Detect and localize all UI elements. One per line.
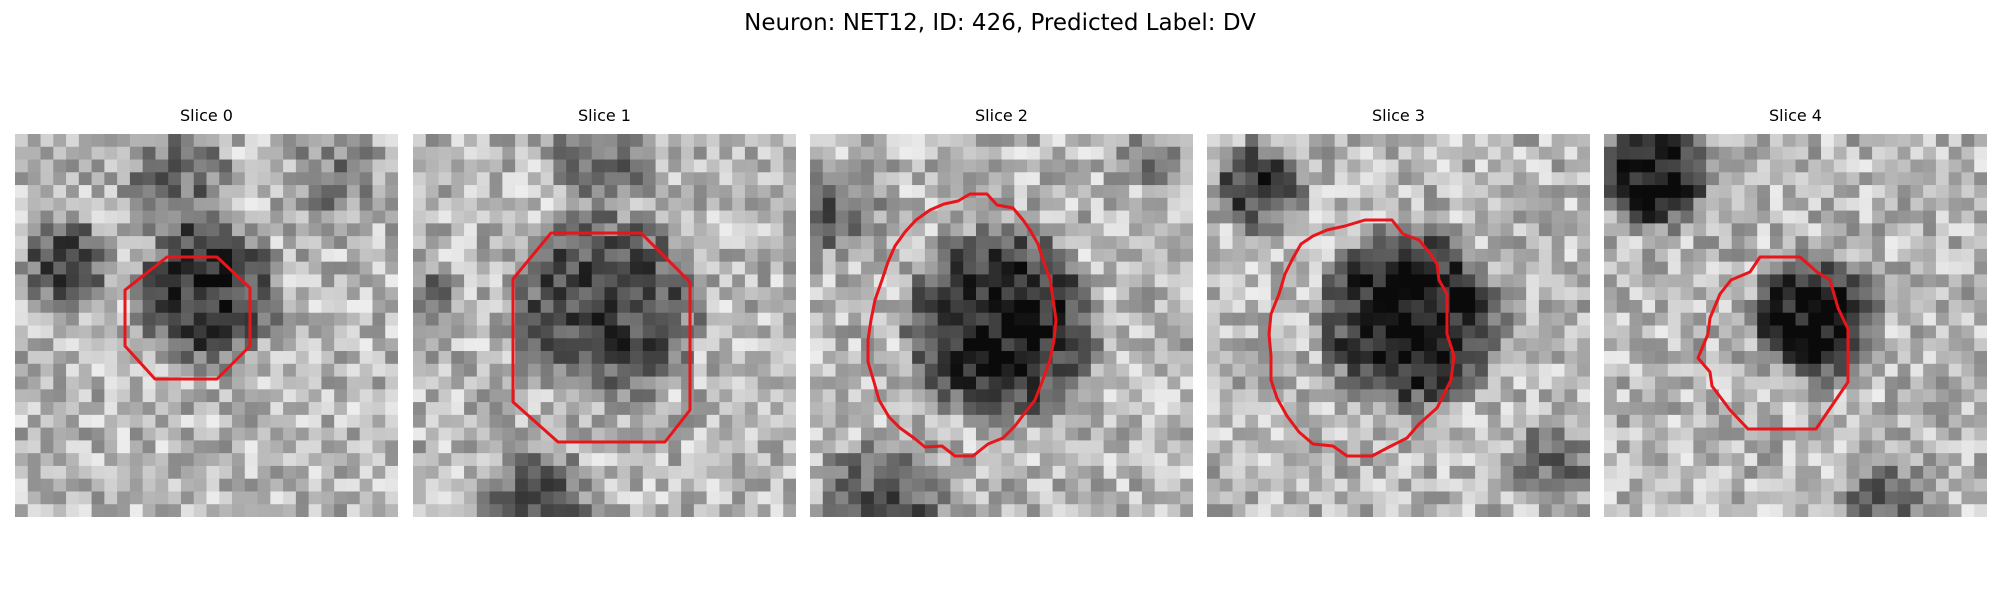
slice-pixels-1 — [413, 134, 796, 517]
slice-panel-0: Slice 0 — [15, 104, 398, 517]
slice-image-3 — [1207, 134, 1590, 517]
slice-image-0 — [15, 134, 398, 517]
slice-image-2 — [810, 134, 1193, 517]
slice-image-1 — [413, 134, 796, 517]
slice-title-3: Slice 3 — [1207, 104, 1590, 128]
slice-panel-1: Slice 1 — [413, 104, 796, 517]
slice-pixels-3 — [1207, 134, 1590, 517]
slice-title-2: Slice 2 — [810, 104, 1193, 128]
slice-panel-4: Slice 4 — [1604, 104, 1987, 517]
slice-panel-3: Slice 3 — [1207, 104, 1590, 517]
slice-pixels-0 — [15, 134, 398, 517]
slice-title-4: Slice 4 — [1604, 104, 1987, 128]
slice-title-1: Slice 1 — [413, 104, 796, 128]
slice-pixels-2 — [810, 134, 1193, 517]
figure-title: Neuron: NET12, ID: 426, Predicted Label:… — [0, 8, 2000, 38]
slice-image-4 — [1604, 134, 1987, 517]
slice-panel-2: Slice 2 — [810, 104, 1193, 517]
slice-pixels-4 — [1604, 134, 1987, 517]
slice-title-0: Slice 0 — [15, 104, 398, 128]
